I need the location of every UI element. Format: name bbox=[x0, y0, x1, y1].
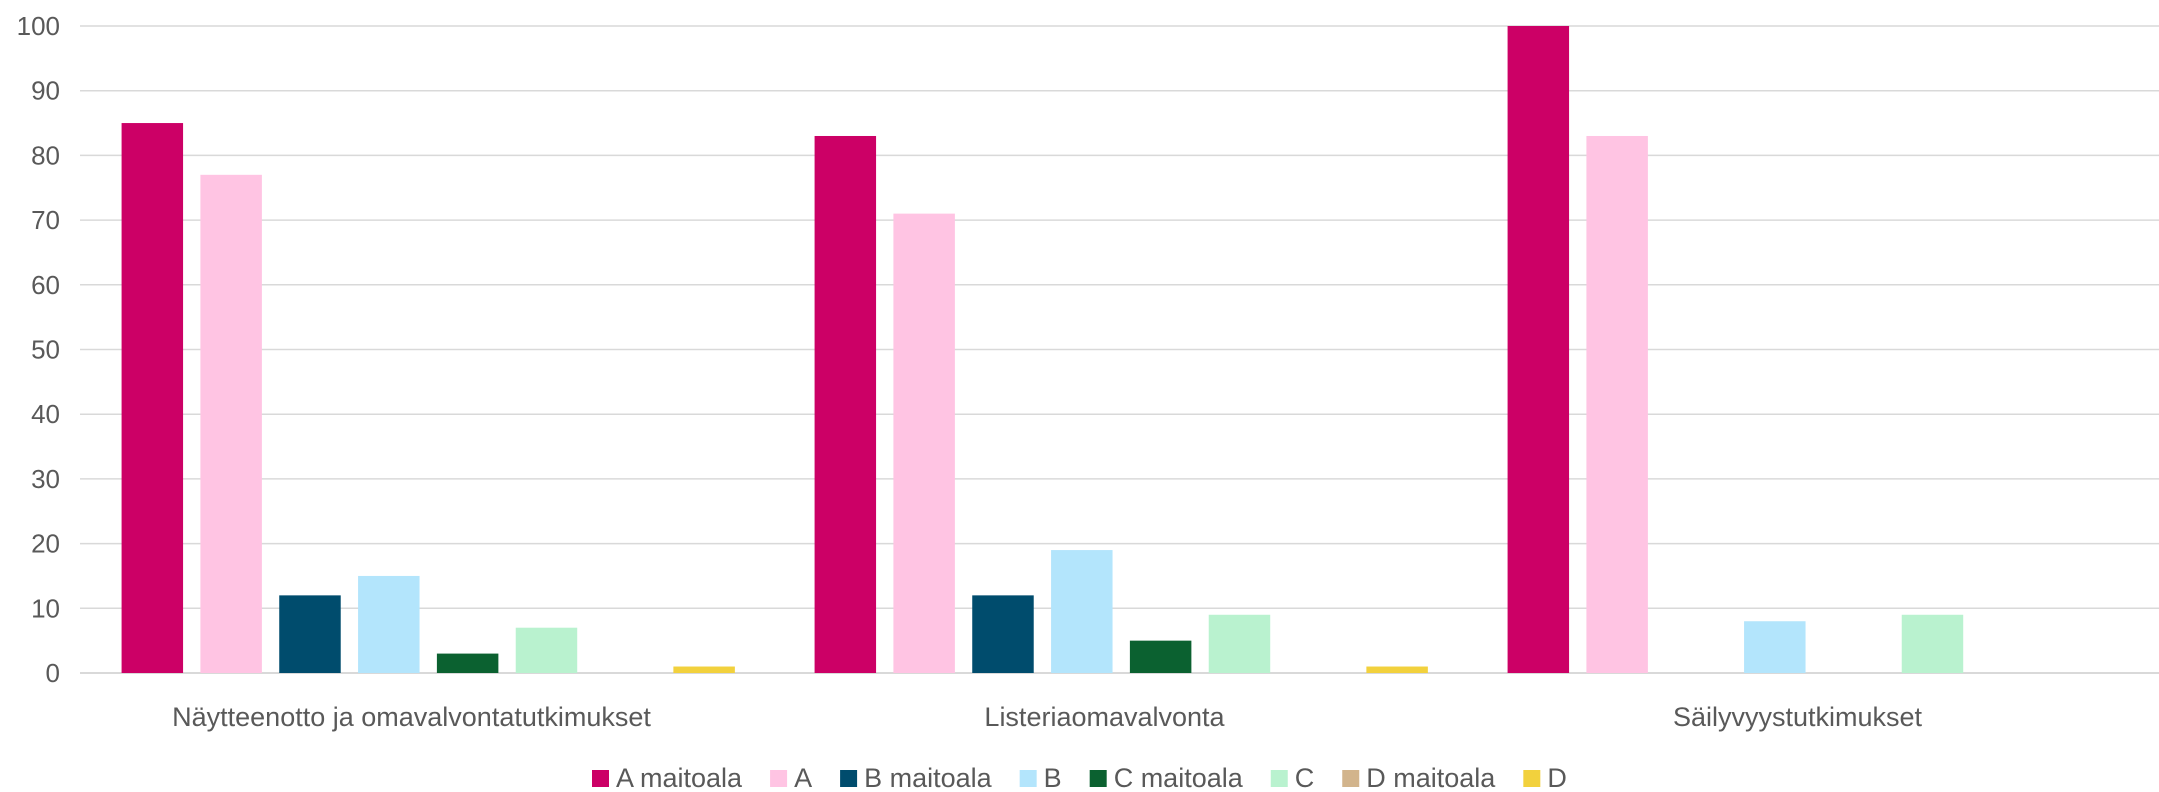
x-category-label: Näytteenotto ja omavalvontatutkimukset bbox=[172, 702, 651, 732]
bar bbox=[1586, 135, 1648, 674]
bars bbox=[121, 26, 1964, 674]
legend-swatch bbox=[1270, 770, 1288, 787]
legend: A maitoala A B maitoala B C maitoala C D maito… bbox=[592, 763, 1567, 792]
bar bbox=[1208, 614, 1271, 673]
legend-swatch bbox=[1089, 770, 1107, 787]
y-tick-label: 80 bbox=[31, 140, 60, 170]
y-tick-label: 10 bbox=[31, 593, 60, 623]
legend-item: B bbox=[1019, 763, 1062, 792]
bar bbox=[279, 595, 341, 673]
y-tick-label: 90 bbox=[31, 76, 60, 106]
y-tick-label: 20 bbox=[31, 529, 60, 559]
legend-label: C maitoala bbox=[1114, 763, 1244, 792]
bar bbox=[1901, 614, 1964, 673]
x-category-label: Säilyvyystutkimukset bbox=[1673, 702, 1923, 732]
bar bbox=[436, 653, 499, 673]
legend-label: D bbox=[1547, 763, 1567, 792]
y-tick-label: 60 bbox=[31, 270, 60, 300]
bar bbox=[200, 174, 262, 673]
x-category-label: Listeriaomavalvonta bbox=[984, 702, 1225, 732]
legend-item: A bbox=[770, 763, 812, 792]
legend-label: A maitoala bbox=[616, 763, 743, 792]
legend-item: D bbox=[1523, 763, 1567, 792]
bar bbox=[515, 627, 578, 673]
y-tick-label: 40 bbox=[31, 399, 60, 429]
y-tick-label: 0 bbox=[46, 658, 60, 688]
legend-swatch bbox=[770, 770, 788, 787]
bar bbox=[673, 666, 735, 673]
legend-swatch bbox=[1019, 770, 1037, 787]
y-tick-label: 30 bbox=[31, 464, 60, 494]
legend-label: A bbox=[794, 763, 812, 792]
bar bbox=[972, 595, 1034, 673]
bar bbox=[1366, 666, 1428, 673]
legend-item: B maitoala bbox=[840, 763, 993, 792]
x-axis: Näytteenotto ja omavalvontatutkimukset Li… bbox=[172, 702, 1922, 732]
y-tick-label: 100 bbox=[17, 11, 60, 41]
legend-label: B bbox=[1044, 763, 1062, 792]
legend-swatch bbox=[1523, 770, 1541, 787]
legend-swatch bbox=[1342, 770, 1360, 787]
y-tick-label: 50 bbox=[31, 335, 60, 365]
legend-item: D maitoala bbox=[1342, 763, 1496, 792]
bar bbox=[358, 575, 420, 673]
legend-swatch bbox=[840, 770, 858, 787]
y-axis: 0 10 20 30 40 50 60 70 80 90 100 bbox=[17, 11, 60, 688]
bar bbox=[893, 213, 955, 673]
legend-item: A maitoala bbox=[592, 763, 743, 792]
bar bbox=[1051, 550, 1113, 673]
bar bbox=[814, 135, 877, 674]
legend-items: A maitoala A B maitoala B C maitoala C D maito… bbox=[592, 763, 1567, 792]
y-tick-label: 70 bbox=[31, 205, 60, 235]
gridlines bbox=[80, 25, 2159, 674]
bar bbox=[1507, 26, 1570, 673]
legend-label: D maitoala bbox=[1366, 763, 1496, 792]
legend-item: C maitoala bbox=[1089, 763, 1244, 792]
legend-swatch bbox=[592, 770, 609, 787]
legend-label: B maitoala bbox=[864, 763, 993, 792]
legend-label: C bbox=[1295, 763, 1315, 792]
bar bbox=[1744, 621, 1806, 673]
bar bbox=[121, 123, 184, 674]
legend-item: C bbox=[1270, 763, 1315, 792]
bar bbox=[1129, 640, 1192, 673]
